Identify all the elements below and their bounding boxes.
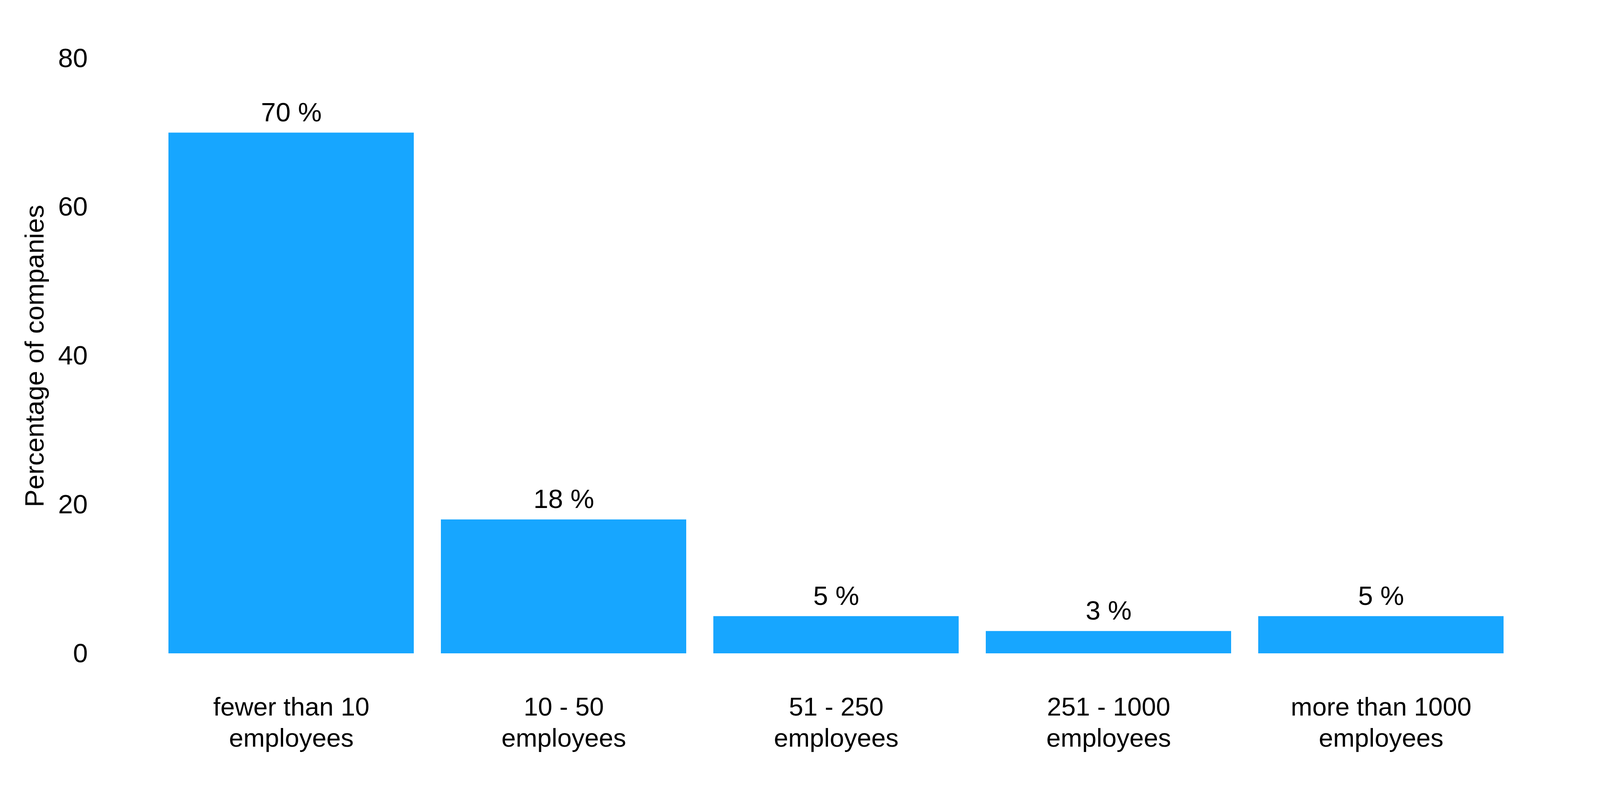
svg-text:0: 0 (72, 638, 88, 668)
svg-text:more than 1000employees: more than 1000employees (1290, 692, 1472, 752)
svg-text:40: 40 (58, 340, 88, 371)
svg-text:20: 20 (58, 489, 88, 520)
svg-text:fewer than 10employees: fewer than 10employees (213, 692, 370, 752)
svg-text:60: 60 (58, 191, 88, 222)
svg-text:5 %: 5 % (1358, 580, 1404, 611)
svg-text:51 - 250employees: 51 - 250employees (773, 692, 899, 752)
svg-text:251 - 1000employees: 251 - 1000employees (1046, 692, 1171, 752)
svg-text:Percentage of companies: Percentage of companies (19, 204, 50, 508)
svg-text:10 - 50employees: 10 - 50employees (501, 692, 626, 752)
svg-text:3 %: 3 % (1085, 595, 1132, 626)
svg-text:18 %: 18 % (533, 484, 595, 514)
svg-text:80: 80 (58, 43, 88, 73)
svg-text:5 %: 5 % (813, 580, 860, 611)
svg-text:70 %: 70 % (260, 97, 322, 128)
